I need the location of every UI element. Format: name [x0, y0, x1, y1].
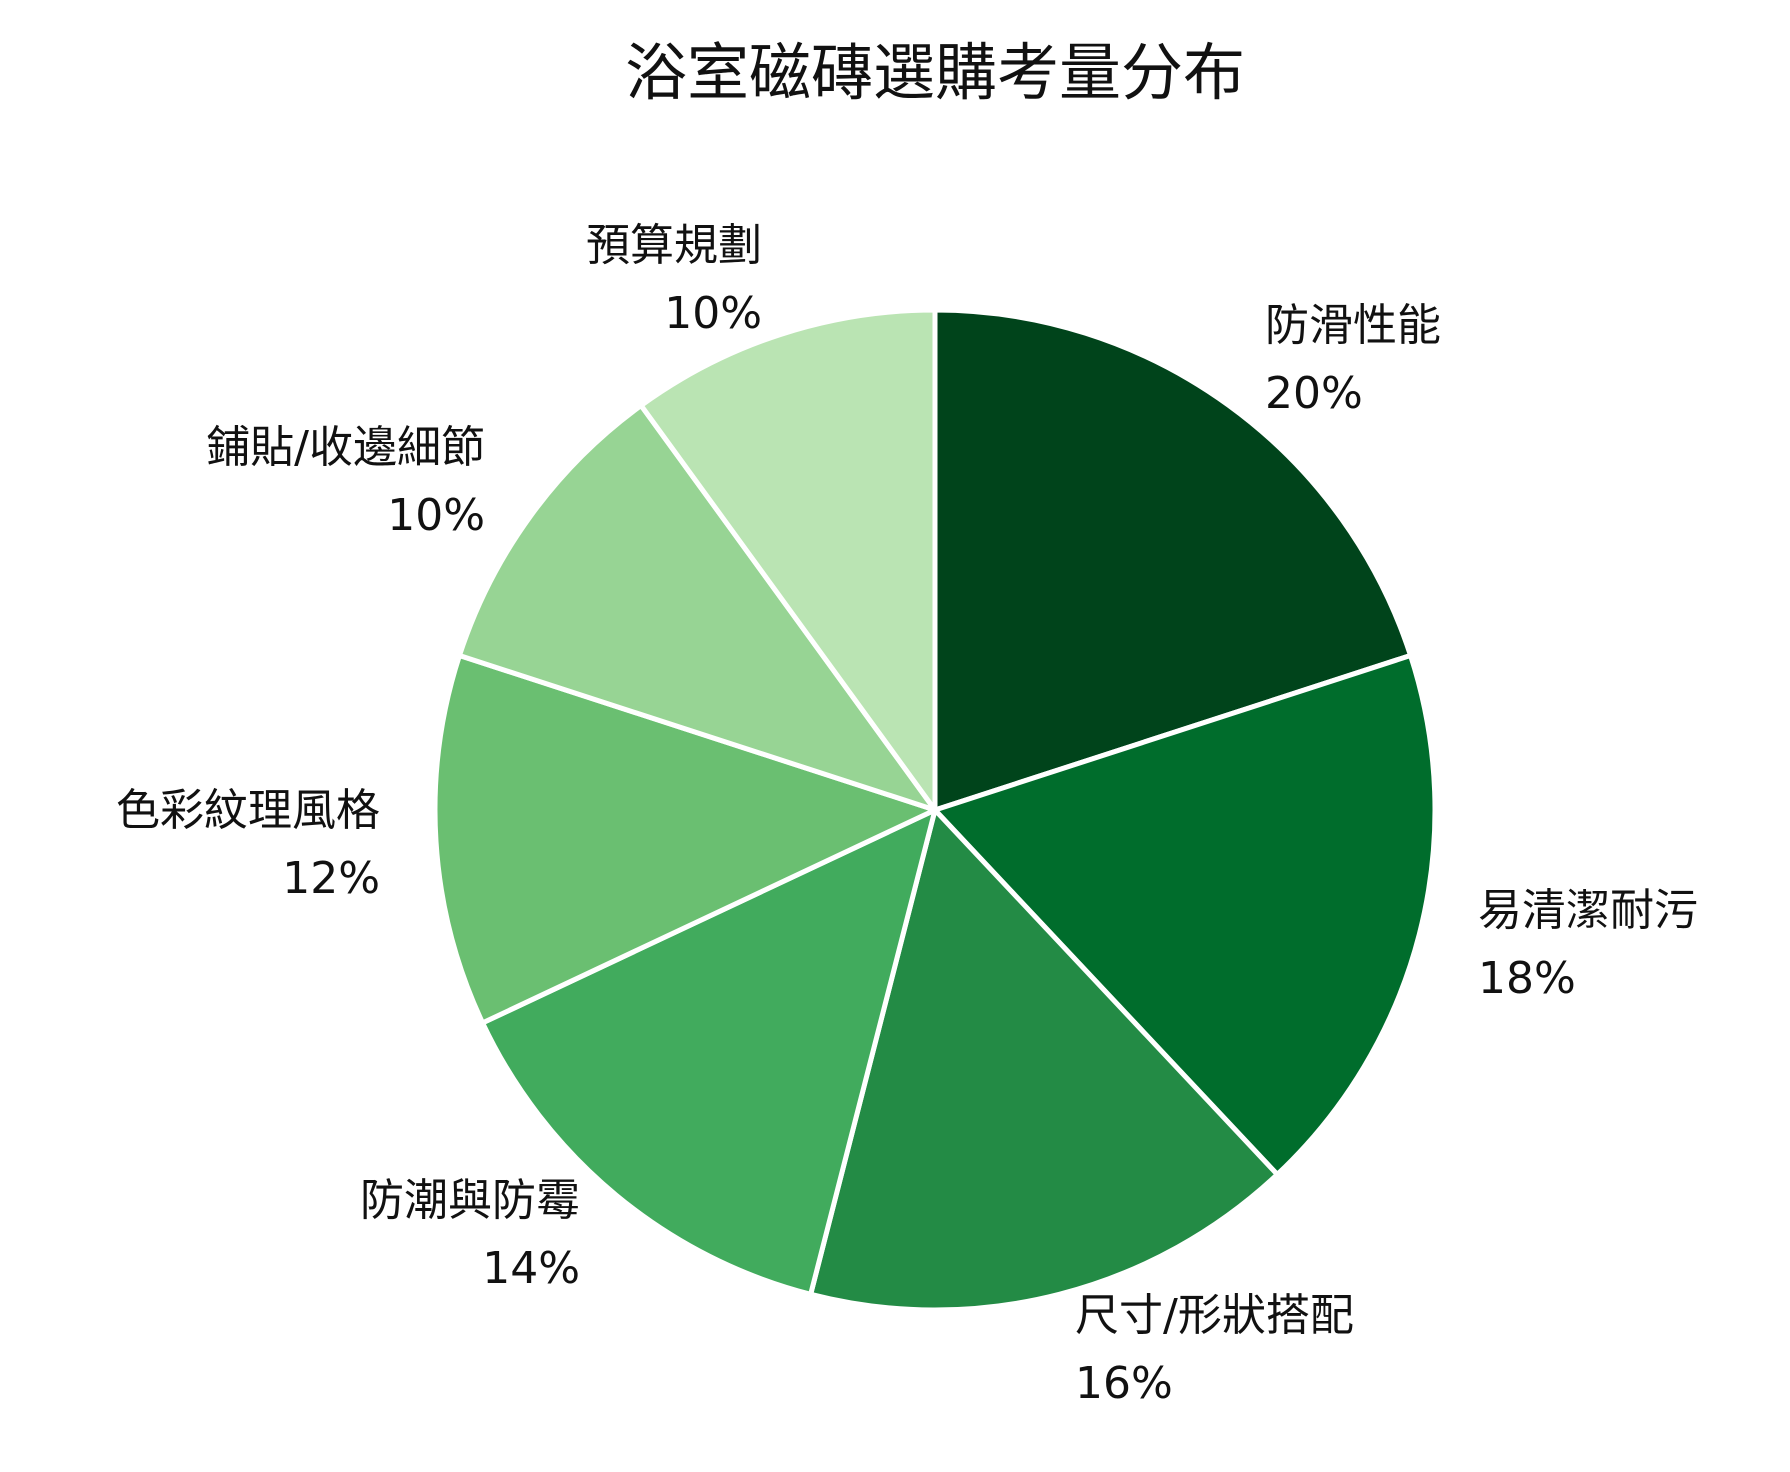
slice-label: 易清潔耐污 — [1478, 885, 1698, 936]
pie-slice — [432, 652, 938, 1026]
pie-slice — [808, 807, 1280, 1313]
slice-value-label: 16% — [1075, 1358, 1173, 1409]
slice-label: 預算規劃 — [586, 220, 762, 271]
slice-value-label: 14% — [482, 1243, 580, 1294]
pie-slice — [932, 307, 1414, 813]
slice-value-label: 12% — [282, 853, 380, 904]
pie-slices — [432, 307, 1438, 1313]
slice-value-label: 18% — [1478, 953, 1576, 1004]
slice-label: 色彩紋理風格 — [116, 785, 380, 836]
slice-label: 鋪貼/收邊細節 — [206, 422, 485, 473]
pie-slice — [480, 807, 938, 1297]
slice-label: 尺寸/形狀搭配 — [1075, 1290, 1354, 1341]
slice-value-label: 20% — [1265, 368, 1363, 419]
pie-slice — [932, 652, 1438, 1177]
slice-value-label: 10% — [387, 490, 485, 541]
pie-slice — [456, 402, 938, 813]
slice-label: 防潮與防霉 — [360, 1175, 580, 1226]
pie-labels: 防滑性能 20% 易清潔耐污 18% 尺寸/形狀搭配 16% 防潮與防霉 14% 色彩紋理風格 1… — [116, 220, 1698, 1409]
chart-title: 浴室磁磚選購考量分布 — [625, 36, 1245, 109]
pie-slice — [638, 307, 938, 813]
slice-label: 防滑性能 — [1265, 300, 1441, 351]
slice-value-label: 10% — [664, 288, 762, 339]
